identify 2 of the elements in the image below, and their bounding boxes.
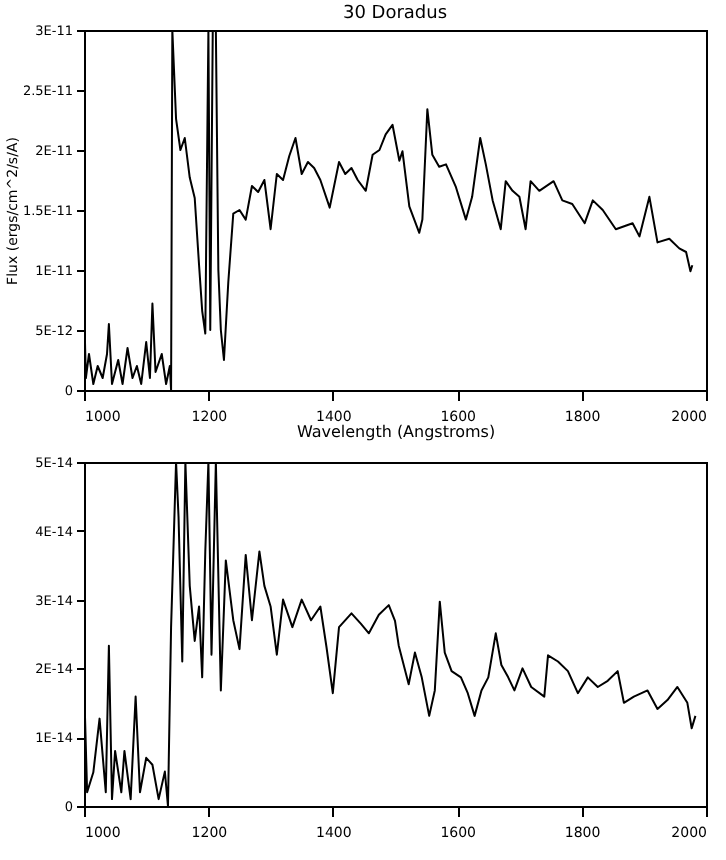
- x-axis-title: Wavelength (Angstroms): [296, 423, 496, 441]
- chart-title: 30 Doradus: [342, 4, 448, 24]
